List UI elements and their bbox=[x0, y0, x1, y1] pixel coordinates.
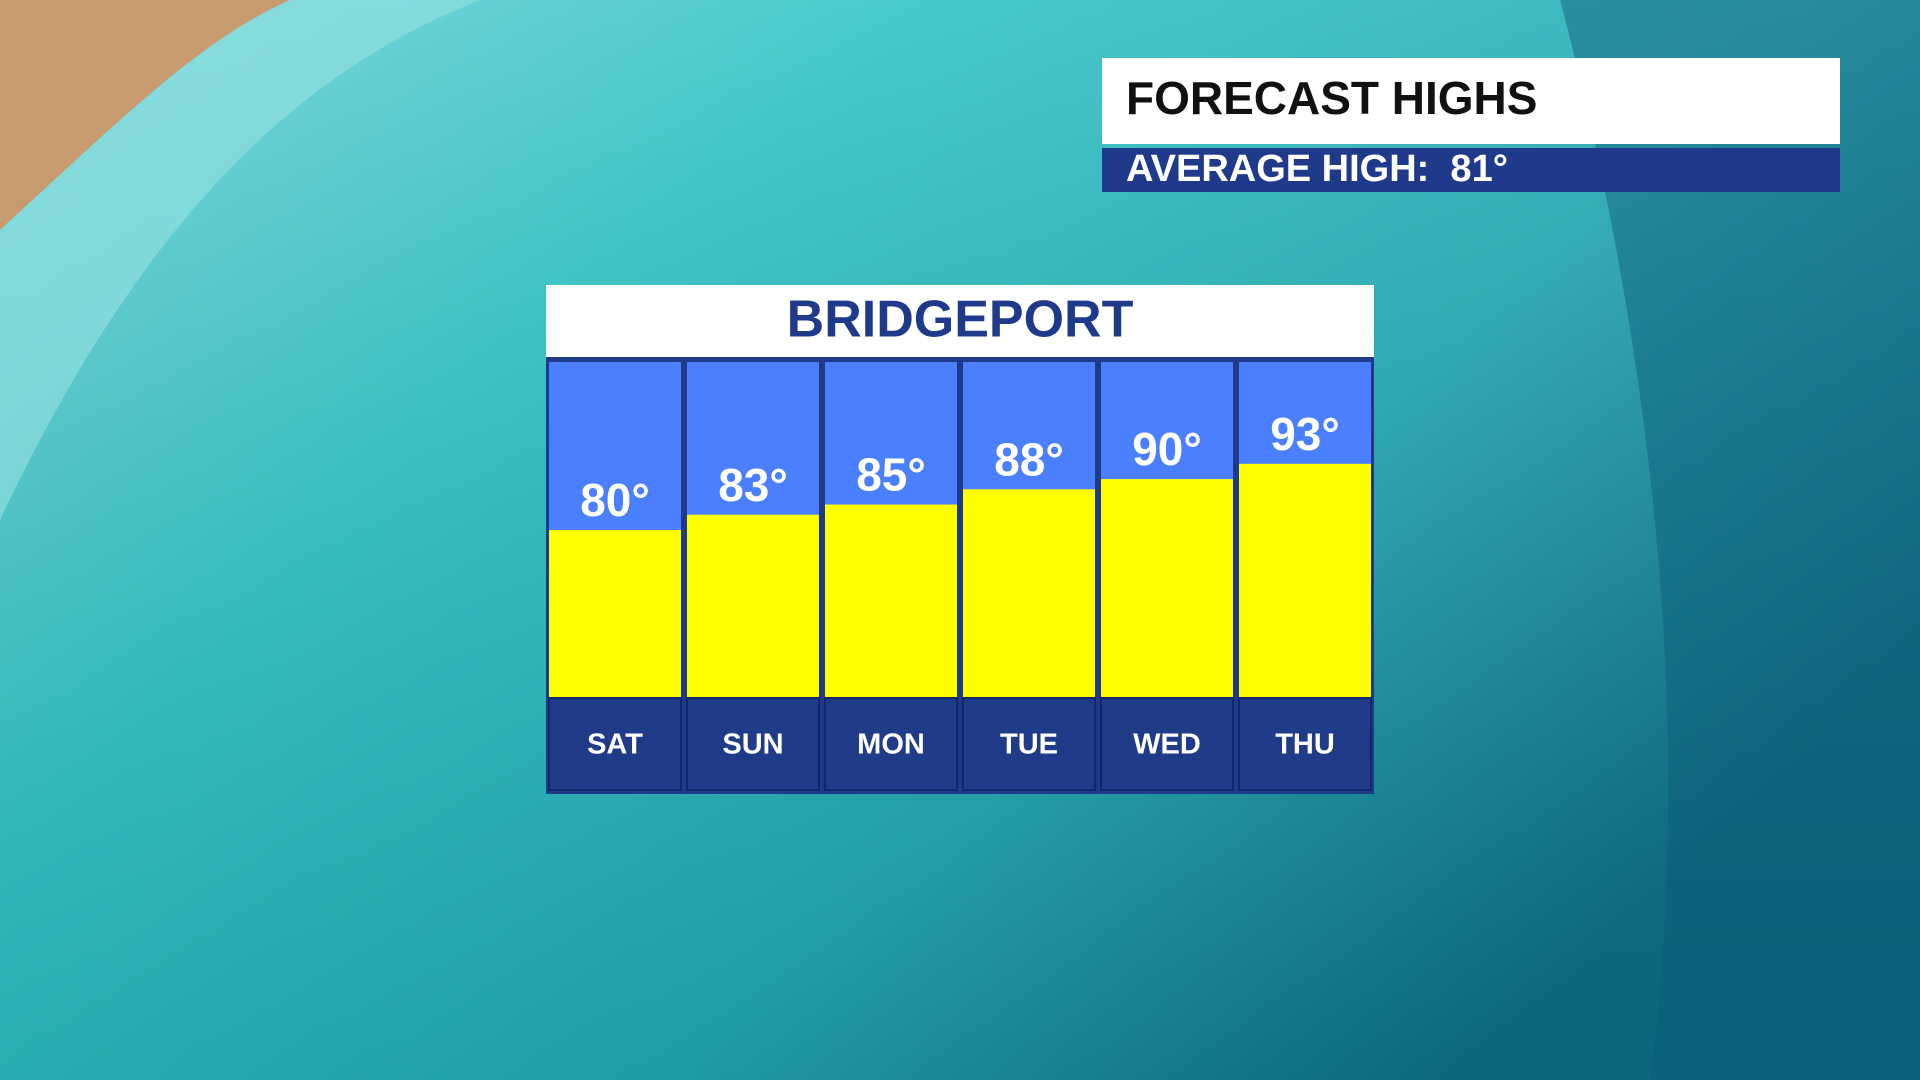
bar bbox=[687, 514, 819, 698]
x-tick-label: WED bbox=[1133, 729, 1201, 761]
bar bbox=[825, 504, 957, 698]
header-box bbox=[1102, 58, 1840, 144]
subtitle-box bbox=[1102, 148, 1840, 192]
bar bbox=[1101, 479, 1233, 698]
x-tick-label: SAT bbox=[587, 729, 643, 761]
value-label: 85° bbox=[856, 449, 926, 501]
pool-edge bbox=[0, 0, 480, 520]
x-tick-label: MON bbox=[857, 729, 925, 761]
pool-deck bbox=[0, 0, 290, 230]
location-title: BRIDGEPORT bbox=[787, 291, 1134, 349]
day-box bbox=[824, 697, 958, 791]
day-box bbox=[1238, 697, 1372, 791]
value-label: 80° bbox=[580, 474, 650, 526]
header-title: FORECAST HIGHS bbox=[1126, 72, 1537, 124]
day-box bbox=[1100, 697, 1234, 791]
value-label: 83° bbox=[718, 459, 788, 511]
subtitle: AVERAGE HIGH: 81° bbox=[1126, 148, 1508, 190]
day-box bbox=[962, 697, 1096, 791]
x-tick-label: SUN bbox=[722, 729, 783, 761]
bar bbox=[1239, 463, 1371, 698]
day-box bbox=[686, 697, 820, 791]
chart-frame bbox=[546, 357, 1374, 794]
value-label: 88° bbox=[994, 433, 1064, 485]
bar bbox=[963, 489, 1095, 698]
location-box bbox=[546, 285, 1374, 357]
value-label: 93° bbox=[1270, 408, 1340, 460]
bar bbox=[549, 530, 681, 698]
x-tick-label: TUE bbox=[1000, 729, 1058, 761]
value-label: 90° bbox=[1132, 423, 1202, 475]
x-tick-label: THU bbox=[1275, 729, 1335, 761]
day-box bbox=[548, 697, 682, 791]
pool-shadow bbox=[1560, 0, 1920, 1080]
